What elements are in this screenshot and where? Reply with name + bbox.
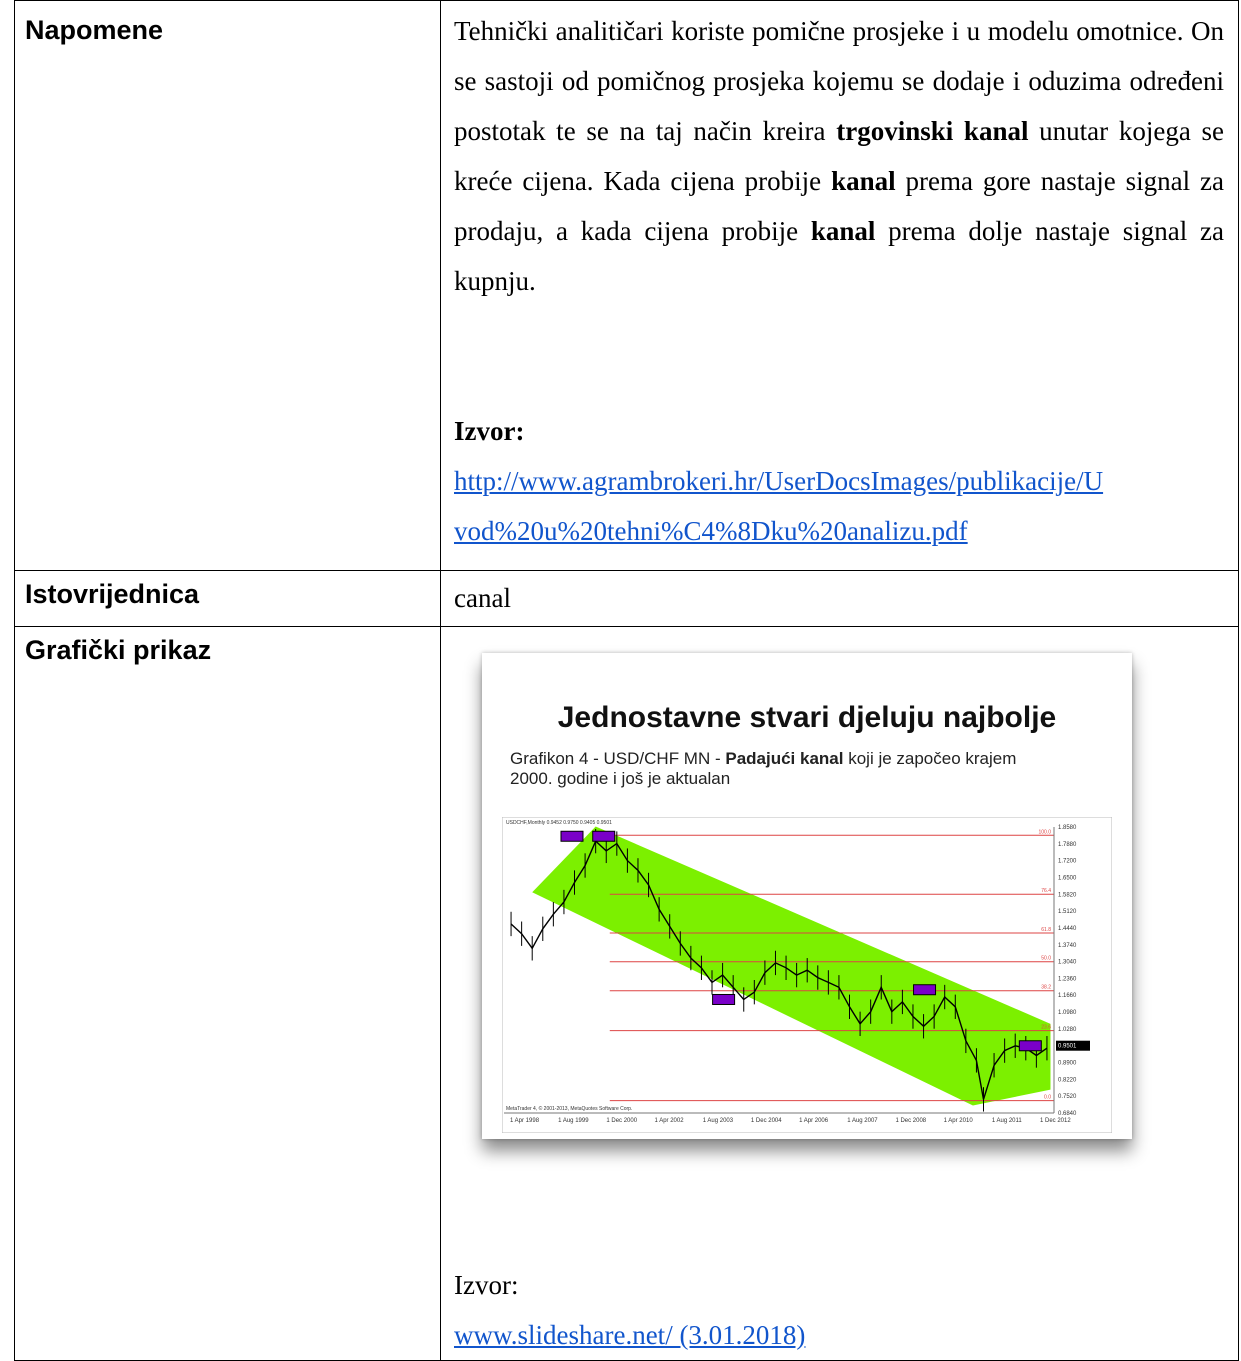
term-table: Napomene Tehnički analitičari koriste po… — [14, 0, 1239, 1361]
x-tick-label: 1 Aug 2007 — [847, 1118, 878, 1124]
chart-subtitle: Grafikon 4 - USD/CHF MN - Padajući kanal… — [510, 749, 1017, 788]
y-tick-label: 1.3740 — [1058, 943, 1077, 949]
napomene-label: Napomene — [25, 15, 164, 45]
y-tick-label: 1.5820 — [1058, 892, 1077, 898]
source-link-line2[interactable]: vod%20u%20tehni%C4%8Dku%20analizu.pdf — [454, 516, 968, 546]
istovrijednica-value: canal — [454, 583, 511, 613]
y-tick-label: 1.4440 — [1058, 926, 1077, 932]
graficki-content-cell: Jednostavne stvari djeluju najbolje Graf… — [440, 626, 1239, 1361]
fib-label: 76.4 — [1041, 888, 1051, 894]
pivot-marker — [560, 830, 584, 842]
chart-title: Jednostavne stvari djeluju najbolje — [557, 701, 1057, 734]
source-link-line1[interactable]: http://www.agrambrokeri.hr/UserDocsImage… — [454, 466, 1104, 496]
y-tick-label: 1.2360 — [1058, 976, 1077, 982]
x-tick-label: 1 Aug 1999 — [558, 1118, 589, 1124]
row-istovrijednica: Istovrijednica canal — [14, 570, 1239, 627]
graficki-label: Grafički prikaz — [25, 635, 212, 665]
y-tick-label: 1.0280 — [1058, 1027, 1077, 1033]
bold-term: kanal — [831, 166, 896, 196]
bold-term: trgovinski kanal — [836, 116, 1029, 146]
pivot-marker — [712, 993, 736, 1005]
y-tick-label: 1.5120 — [1058, 909, 1077, 915]
y-tick-label: 0.6840 — [1058, 1111, 1077, 1117]
x-tick-label: 1 Dec 2012 — [1040, 1118, 1071, 1124]
figure-source-link[interactable]: www.slideshare.net/ (3.01.2018) — [454, 1320, 806, 1350]
x-tick-label: 1 Aug 2011 — [992, 1118, 1023, 1124]
price-line — [510, 839, 1048, 1100]
fib-label: 61.8 — [1041, 927, 1051, 933]
graficki-label-cell: Grafički prikaz — [14, 626, 441, 1361]
x-tick-label: 1 Apr 1998 — [510, 1118, 540, 1124]
y-tick-label: 1.1660 — [1058, 993, 1077, 999]
pivot-marker — [913, 984, 937, 996]
pivot-marker — [1018, 1040, 1042, 1052]
row-graficki-prikaz: Grafički prikaz Jednostavne stvari djelu… — [14, 626, 1239, 1361]
y-tick-label: 1.8580 — [1058, 825, 1077, 831]
y-tick-label: 0.7520 — [1058, 1094, 1077, 1100]
pivot-marker — [592, 830, 616, 842]
row-napomene: Napomene Tehnički analitičari koriste po… — [14, 0, 1239, 571]
istovrijednica-label: Istovrijednica — [25, 579, 200, 609]
x-tick-label: 1 Dec 2000 — [606, 1118, 637, 1124]
x-tick-label: 1 Apr 2010 — [944, 1118, 974, 1124]
y-tick-label: 1.0980 — [1058, 1010, 1077, 1016]
istovrijednica-label-cell: Istovrijednica — [14, 570, 441, 627]
x-tick-label: 1 Dec 2008 — [895, 1118, 926, 1124]
channel-area — [532, 826, 1051, 1106]
napomene-content-cell: Tehnički analitičari koriste pomične pro… — [440, 0, 1239, 571]
chart-figure: Jednostavne stvari djeluju najbolje Graf… — [482, 653, 1132, 1139]
price-chart: USDCHF,Monthly 0.9452 0.9750 0.9405 0.95… — [502, 817, 1112, 1133]
y-tick-label: 0.9501 — [1058, 1044, 1077, 1050]
fib-label: 0.0 — [1044, 1095, 1051, 1101]
bold-term: kanal — [810, 216, 876, 246]
fib-label: 38.2 — [1041, 985, 1051, 991]
napomene-paragraph: Tehnički analitičari koriste pomične pro… — [454, 16, 1225, 296]
figure-source-heading: Izvor: — [454, 1270, 519, 1300]
chart-corner-label: USDCHF,Monthly 0.9452 0.9750 0.9405 0.95… — [506, 820, 612, 826]
y-tick-label: 1.7200 — [1058, 859, 1077, 865]
source-heading: Izvor: — [454, 416, 525, 446]
y-tick-label: 0.8900 — [1058, 1061, 1077, 1067]
current-price-box — [1056, 1040, 1090, 1051]
fib-label: 50.0 — [1041, 956, 1051, 962]
y-tick-label: 1.3040 — [1058, 960, 1077, 966]
x-tick-label: 1 Dec 2004 — [751, 1118, 782, 1124]
napomene-label-cell: Napomene — [14, 0, 441, 571]
y-tick-label: 1.6500 — [1058, 875, 1077, 881]
x-tick-label: 1 Apr 2006 — [799, 1118, 829, 1124]
istovrijednica-value-cell: canal — [440, 570, 1239, 627]
y-tick-label: 1.7880 — [1058, 842, 1077, 848]
y-tick-label: 0.8220 — [1058, 1077, 1077, 1083]
x-tick-label: 1 Aug 2003 — [703, 1118, 734, 1124]
x-tick-label: 1 Apr 2002 — [655, 1118, 685, 1124]
fib-label: 23.6 — [1041, 1025, 1051, 1031]
fib-label: 100.0 — [1038, 829, 1051, 835]
chart-footer-label: MetaTrader 4, © 2001-2013, MetaQuotes So… — [506, 1105, 632, 1112]
